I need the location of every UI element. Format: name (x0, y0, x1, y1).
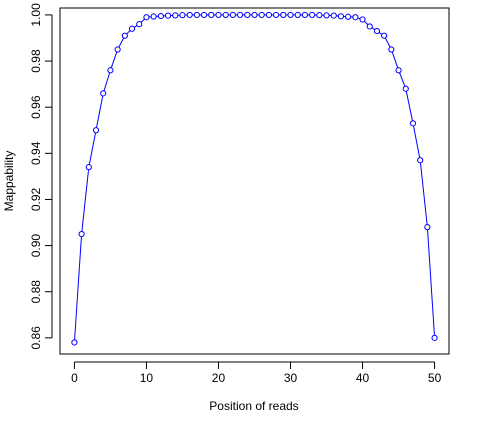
x-tick-label: 50 (428, 371, 442, 385)
data-point (186, 11, 193, 19)
data-point (157, 12, 164, 20)
x-tick-label: 20 (212, 371, 226, 385)
data-point (85, 164, 92, 171)
plot-frame (59, 7, 450, 355)
data-point (381, 32, 388, 39)
data-point (287, 11, 294, 19)
series-line-segment (118, 37, 125, 48)
data-point (128, 25, 136, 32)
y-tick-label: 0.96 (29, 95, 43, 119)
y-tick-label: 0.94 (29, 141, 43, 165)
x-tick-label: 0 (71, 371, 78, 385)
data-point (309, 11, 316, 19)
data-point (409, 120, 417, 127)
y-axis-label: Mappability (2, 151, 16, 212)
series-layer (71, 11, 438, 346)
series-line-segment (405, 91, 413, 121)
series-line-segment (378, 32, 383, 35)
data-point (71, 339, 78, 346)
data-point (273, 11, 280, 19)
series-line-segment (364, 20, 369, 26)
y-axis: 0.86 0.88 0.90 0.92 0.94 0.96 0.98 1.00 (29, 3, 53, 350)
data-point (229, 11, 236, 19)
data-point (366, 23, 373, 30)
y-tick-label: 0.88 (29, 280, 43, 304)
y-tick-label: 0.98 (29, 49, 43, 73)
data-point (136, 21, 143, 28)
data-point (150, 13, 157, 20)
data-point (251, 11, 258, 19)
data-point (179, 12, 186, 19)
series-line-segment (110, 51, 118, 68)
series-line-segment (133, 25, 138, 28)
x-axis-label: Position of reads (209, 399, 298, 413)
series-line-segment (399, 72, 406, 87)
data-point (172, 12, 179, 19)
data-point (208, 11, 215, 19)
x-tick-label: 30 (284, 371, 298, 385)
data-point (345, 13, 352, 20)
data-point (164, 12, 172, 19)
series-line-segment (126, 30, 131, 35)
data-point (193, 11, 200, 19)
data-point (215, 11, 222, 19)
series-line-segment (74, 236, 82, 340)
data-point (200, 11, 208, 19)
data-point (431, 334, 438, 341)
data-point (100, 90, 107, 97)
data-point (244, 11, 251, 19)
data-point (114, 46, 121, 53)
data-point (78, 230, 85, 238)
data-point (107, 67, 114, 74)
series-line-segment (427, 229, 435, 336)
data-point (316, 12, 323, 19)
data-point (294, 11, 301, 19)
x-axis: 0 10 20 30 40 50 (71, 361, 442, 385)
data-point (265, 11, 273, 19)
y-tick-label: 0.86 (29, 326, 43, 350)
data-point (222, 11, 229, 19)
data-point (337, 13, 345, 20)
series-line-segment (412, 125, 421, 158)
data-point (373, 27, 381, 35)
series-line-segment (371, 27, 376, 31)
data-point (417, 157, 424, 164)
data-point (359, 16, 366, 23)
data-point (121, 32, 128, 39)
data-point (301, 11, 309, 19)
series-line-segment (88, 132, 97, 165)
series-line-segment (103, 72, 111, 92)
data-point (388, 46, 395, 53)
data-point (236, 11, 244, 19)
x-tick-label: 10 (140, 371, 154, 385)
y-tick-label: 0.90 (29, 234, 43, 258)
data-point (258, 11, 265, 19)
data-point (330, 12, 337, 19)
data-point (323, 12, 330, 19)
data-point (402, 85, 409, 92)
x-tick-label: 40 (356, 371, 370, 385)
data-point (92, 127, 100, 134)
series-line-segment (391, 51, 399, 68)
data-point (143, 14, 150, 21)
series-line-segment (419, 162, 428, 225)
series-line-segment (140, 18, 145, 23)
series-line-segment (96, 95, 104, 128)
series-line-segment (81, 169, 90, 232)
data-point (395, 67, 402, 74)
data-point (280, 11, 287, 19)
y-tick-label: 1.00 (29, 3, 43, 27)
data-point (352, 14, 359, 21)
data-point (424, 224, 431, 231)
series-line-segment (384, 37, 391, 48)
y-tick-label: 0.92 (29, 187, 43, 211)
